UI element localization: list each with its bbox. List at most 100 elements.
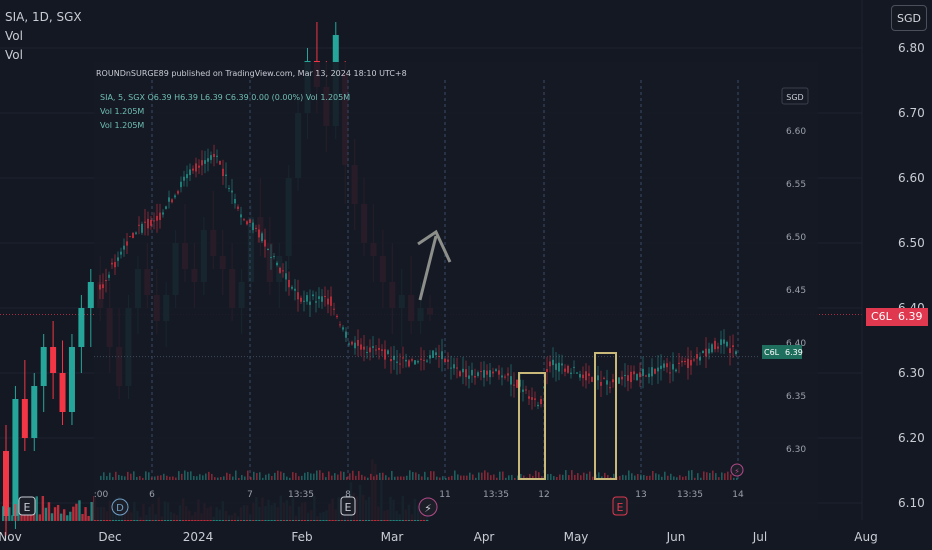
inset-volume-bar <box>118 474 120 480</box>
inset-volume-bar <box>400 476 402 480</box>
inset-volume-bar <box>169 476 171 480</box>
inset-candle-body <box>147 218 149 229</box>
volume-bar <box>75 503 78 521</box>
inset-volume-bar <box>556 476 558 480</box>
inset-candle-body <box>492 371 494 374</box>
inset-volume-bar <box>574 474 576 480</box>
inset-volume-bar <box>607 475 609 480</box>
x-tick-label: Feb <box>291 530 312 544</box>
inset-candle-body <box>276 262 278 266</box>
x-tick-label: Aug <box>854 530 877 544</box>
inset-candle-body <box>567 365 569 373</box>
inset-volume-bar <box>454 470 456 480</box>
inset-candle-body <box>669 372 671 374</box>
inset-candle-body <box>570 372 572 375</box>
inset-candle-body <box>180 181 182 188</box>
inset-volume-bar <box>658 474 660 480</box>
inset-candle-body <box>501 375 503 378</box>
inset-candle-body <box>129 236 131 238</box>
inset-volume-bar <box>229 473 231 480</box>
inset-candle-body <box>315 301 317 303</box>
inset-candle-body <box>114 262 116 268</box>
inset-candle-body <box>321 296 323 302</box>
inset-volume-bar <box>652 470 654 480</box>
inset-volume-bar <box>688 470 690 480</box>
inset-candle-body <box>351 341 353 345</box>
inset-volume-bar <box>673 476 675 480</box>
inset-candle-body <box>177 191 179 194</box>
volume-bar <box>8 507 11 521</box>
inset-candle-body <box>237 206 239 209</box>
inset-candle-body <box>228 188 230 190</box>
inset-volume-bar <box>550 473 552 480</box>
inset-volume-bar <box>304 472 306 480</box>
inset-candle-body <box>528 396 530 399</box>
inset-volume-bar <box>376 474 378 480</box>
inset-candle-body <box>690 359 692 366</box>
inset-candle-body <box>408 360 410 367</box>
inset-candle-body <box>522 389 524 392</box>
inset-volume-bar <box>598 472 600 480</box>
y-tick-label: 6.30 <box>898 366 925 380</box>
inset-candle-body <box>684 360 686 362</box>
inset-x-tick-label: 8 <box>345 490 351 500</box>
last-price-value-tag: 6.39 <box>893 308 928 326</box>
inset-candle-body <box>591 376 593 382</box>
inset-volume-bar <box>535 470 537 480</box>
inset-candle-body <box>144 221 146 223</box>
inset-volume-bar <box>523 475 525 480</box>
inset-volume-bar <box>676 477 678 480</box>
inset-candle-body <box>171 199 173 203</box>
inset-candle-body <box>441 351 443 360</box>
inset-candle-body <box>105 280 107 282</box>
inset-volume-bar <box>262 477 264 480</box>
inset-candle-body <box>342 327 344 330</box>
inset-volume-bar <box>148 472 150 480</box>
inset-volume-bar <box>517 475 519 480</box>
inset-candle-body <box>255 227 257 229</box>
inset-candle-body <box>330 296 332 306</box>
candle-body <box>68 347 75 412</box>
inset-candle-body <box>726 341 728 347</box>
volume-bar <box>41 495 45 521</box>
inset-candle-body <box>270 256 272 258</box>
inset-candle-body <box>216 155 218 157</box>
inset-volume-bar <box>433 471 435 480</box>
candle-body <box>59 373 66 412</box>
inset-volume-bar <box>373 476 375 480</box>
inset-volume-bar <box>187 471 189 480</box>
inset-candle-body <box>372 346 374 348</box>
inset-volume-bar <box>442 476 444 480</box>
inset-volume-bar <box>637 474 639 480</box>
currency-button[interactable]: SGD <box>891 5 927 31</box>
inset-volume-bar <box>322 472 324 480</box>
inset-candle-body <box>648 373 650 378</box>
inset-candle-body <box>540 399 542 405</box>
annotation-box <box>594 352 617 480</box>
inset-candle-body <box>681 360 683 363</box>
x-tick-label: 2024 <box>183 530 214 544</box>
inset-volume-bar <box>295 472 297 480</box>
inset-candle-body <box>150 219 152 226</box>
inset-volume-bar <box>718 477 720 480</box>
inset-legend: SIA, 5, SGX O6.39 H6.39 L6.39 C6.39 0.00… <box>100 93 350 102</box>
inset-candle-body <box>108 274 110 278</box>
inset-volume-bar <box>310 473 312 480</box>
inset-candle-body <box>198 165 200 168</box>
inset-volume-bar <box>355 475 357 480</box>
x-tick-label: Apr <box>474 530 495 544</box>
inset-volume-bar <box>547 474 549 480</box>
inset-volume-bar <box>358 471 360 480</box>
inset-y-tick-label: 6.55 <box>786 180 806 190</box>
inset-candle-body <box>99 284 101 290</box>
inset-candle-body <box>294 288 296 291</box>
earnings-marker-label: E <box>345 501 352 514</box>
inset-volume-bar <box>265 474 267 480</box>
inset-volume-bar <box>349 473 351 480</box>
inset-volume-bar <box>340 471 342 480</box>
inset-volume-bar <box>685 476 687 480</box>
inset-x-tick-label: :00 <box>94 490 109 500</box>
inset-volume-bar <box>271 476 273 480</box>
inset-candle-body <box>630 371 632 383</box>
